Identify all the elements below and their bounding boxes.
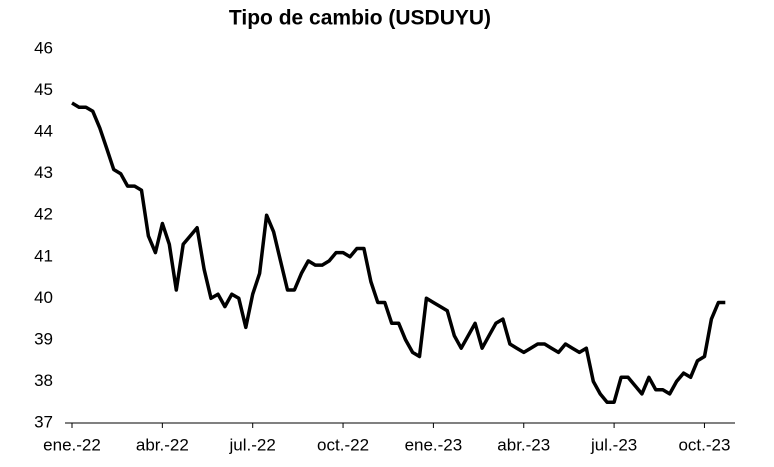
y-tick-label: 45 [34, 80, 53, 99]
y-tick-label: 40 [34, 288, 53, 307]
y-tick-label: 37 [34, 412, 53, 431]
x-tick-label: jul.-22 [229, 435, 276, 454]
y-tick-label: 43 [34, 163, 53, 182]
y-tick-label: 44 [34, 122, 53, 141]
data-line [71, 101, 726, 404]
x-tick-label: ene.-22 [43, 435, 101, 454]
x-tick-label: abr.-23 [497, 435, 550, 454]
chart-title: Tipo de cambio (USDUYU) [229, 7, 491, 30]
x-tick-label: oct.-22 [317, 435, 369, 454]
x-tick-label: oct.-23 [678, 435, 730, 454]
x-tick-label: jul.-23 [590, 435, 637, 454]
y-tick-label: 42 [34, 205, 53, 224]
y-tick-label: 46 [34, 38, 53, 57]
y-tick-label: 38 [34, 371, 53, 390]
y-tick-label: 41 [34, 246, 53, 265]
x-tick-label: abr.-22 [136, 435, 189, 454]
y-tick-label: 39 [34, 329, 53, 348]
x-tick-label: ene.-23 [405, 435, 463, 454]
